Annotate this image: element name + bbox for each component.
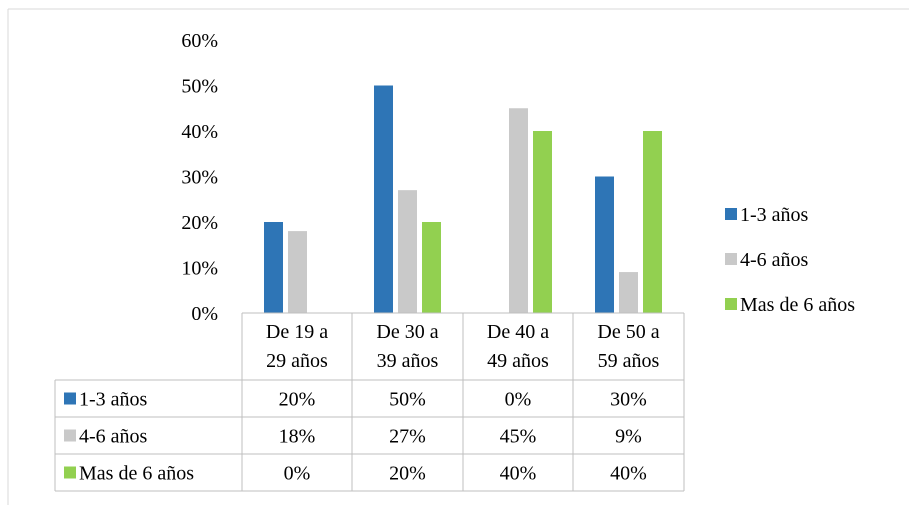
bar [643,131,662,313]
bar [288,231,307,313]
legend-label: Mas de 6 años [740,294,855,316]
table-legend-key [64,392,76,405]
table-series-label: 4-6 años [79,426,148,448]
table-series-label: 1-3 años [79,389,148,411]
table-legend-key [64,466,76,479]
legend-key [725,208,737,220]
table-value: 20% [279,389,316,411]
bar [619,272,638,313]
legend-key [725,298,737,310]
y-tick-label: 30% [181,167,218,189]
table-value: 27% [389,426,426,448]
bar [595,176,614,313]
table-value: 45% [500,426,537,448]
table-value: 9% [615,426,642,448]
y-tick-label: 60% [181,30,218,52]
category-label: De 30 a [376,321,438,343]
legend-label: 1-3 años [740,204,809,226]
bar [374,85,393,313]
table-value: 40% [500,463,537,485]
data-table: De 19 a 29 años De 30 a 39 años De 40 a 49 añ… [54,312,685,492]
table-series-label: Mas de 6 años [79,463,194,485]
y-tick-label: 0% [191,303,218,325]
category-label: 29 años [266,350,328,372]
category-label: De 50 a [597,321,659,343]
table-value: 40% [610,463,647,485]
category-label: 49 años [487,350,549,372]
table-value: 0% [284,463,311,485]
bar [264,222,283,313]
bar [533,131,552,313]
y-tick-label: 40% [181,121,218,143]
category-label: De 19 a [266,321,328,343]
table-legend-key [64,429,76,442]
legend-label: 4-6 años [740,249,809,271]
y-tick-label: 50% [181,76,218,98]
category-label: 39 años [377,350,439,372]
table-value: 0% [505,389,532,411]
bar [398,190,417,313]
y-tick-label: 10% [181,258,218,280]
bar [509,108,528,313]
bars [264,85,662,313]
legend: 1-3 años 4-6 años Mas de 6 años [725,204,855,316]
category-label: De 40 a [487,321,549,343]
bar [422,222,441,313]
table-value: 50% [389,389,426,411]
table-value: 18% [279,426,316,448]
table-value: 30% [610,389,647,411]
y-axis: 0% 10% 20% 30% 40% 50% 60% [181,30,218,325]
category-label: 59 años [598,350,660,372]
y-tick-label: 20% [181,212,218,234]
table-value: 20% [389,463,426,485]
legend-key [725,253,737,265]
